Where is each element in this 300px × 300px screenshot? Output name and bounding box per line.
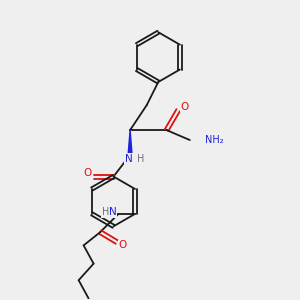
Text: O: O	[119, 240, 127, 250]
Text: O: O	[83, 168, 92, 178]
Polygon shape	[128, 130, 132, 155]
Text: H: H	[102, 207, 109, 217]
Text: N: N	[124, 154, 132, 164]
Text: NH₂: NH₂	[205, 135, 224, 145]
Text: H: H	[137, 154, 144, 164]
Text: N: N	[109, 207, 117, 217]
Text: O: O	[180, 102, 188, 112]
